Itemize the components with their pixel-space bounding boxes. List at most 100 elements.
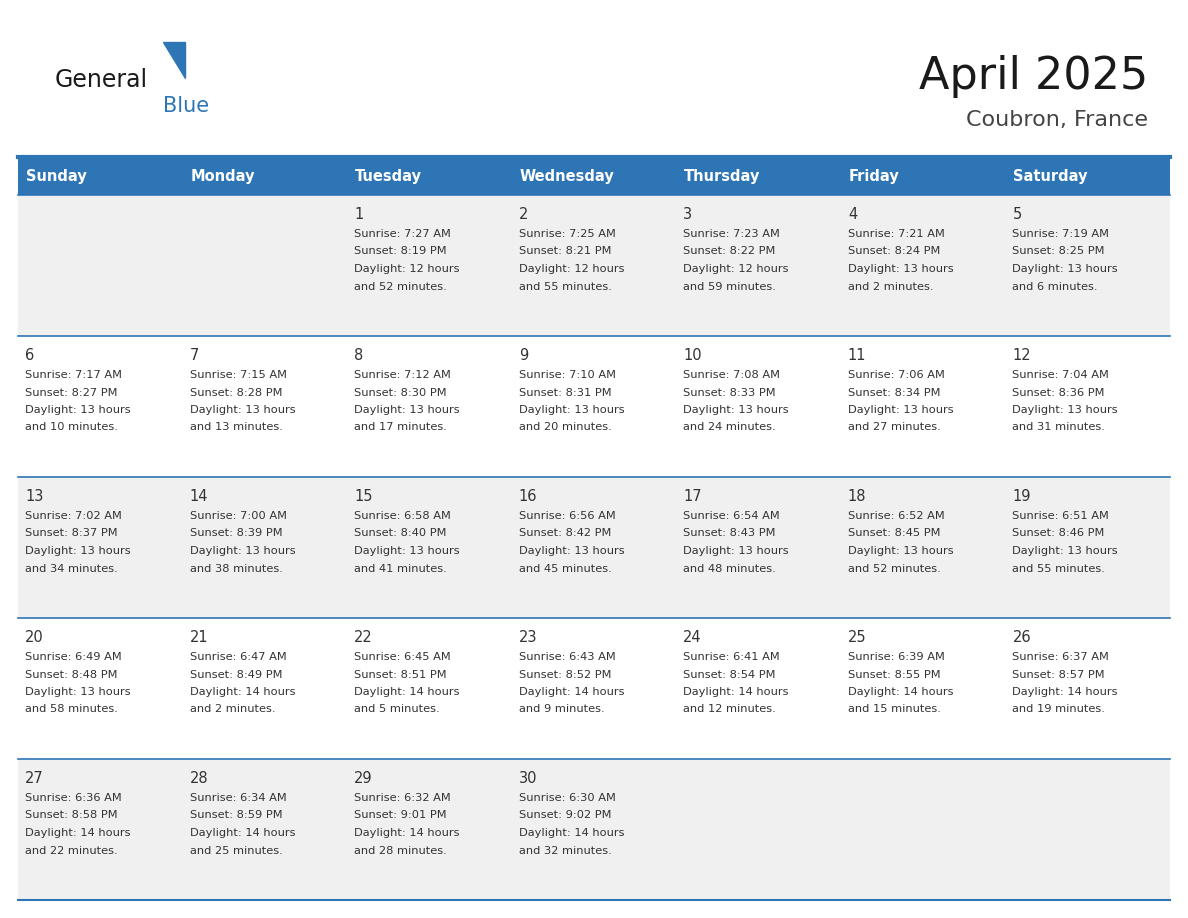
Text: Saturday: Saturday xyxy=(1013,169,1088,184)
Bar xyxy=(512,759,676,900)
Text: Sunset: 8:40 PM: Sunset: 8:40 PM xyxy=(354,529,447,539)
Text: Sunrise: 6:37 AM: Sunrise: 6:37 AM xyxy=(1012,652,1110,662)
Bar xyxy=(183,336,347,477)
Bar xyxy=(841,759,1005,900)
Text: Sunset: 8:51 PM: Sunset: 8:51 PM xyxy=(354,669,447,679)
Text: 28: 28 xyxy=(190,771,208,786)
Bar xyxy=(18,477,183,618)
Text: 22: 22 xyxy=(354,630,373,645)
Text: and 38 minutes.: and 38 minutes. xyxy=(190,564,283,574)
Text: Sunrise: 7:12 AM: Sunrise: 7:12 AM xyxy=(354,370,451,380)
Text: Sunset: 8:48 PM: Sunset: 8:48 PM xyxy=(25,669,118,679)
Text: Sunrise: 6:56 AM: Sunrise: 6:56 AM xyxy=(519,511,615,521)
Bar xyxy=(18,157,183,195)
Bar xyxy=(183,477,347,618)
Text: Sunrise: 6:43 AM: Sunrise: 6:43 AM xyxy=(519,652,615,662)
Text: Sunrise: 7:27 AM: Sunrise: 7:27 AM xyxy=(354,229,451,239)
Text: 17: 17 xyxy=(683,489,702,504)
Text: 16: 16 xyxy=(519,489,537,504)
Text: Daylight: 12 hours: Daylight: 12 hours xyxy=(683,264,789,274)
Bar xyxy=(18,195,183,336)
Text: and 48 minutes.: and 48 minutes. xyxy=(683,564,776,574)
Text: Sunset: 8:36 PM: Sunset: 8:36 PM xyxy=(1012,387,1105,397)
Text: and 13 minutes.: and 13 minutes. xyxy=(190,422,283,432)
Bar xyxy=(841,477,1005,618)
Text: Sunset: 8:30 PM: Sunset: 8:30 PM xyxy=(354,387,447,397)
Text: Daylight: 14 hours: Daylight: 14 hours xyxy=(354,687,460,697)
Text: Daylight: 13 hours: Daylight: 13 hours xyxy=(848,264,954,274)
Text: Daylight: 13 hours: Daylight: 13 hours xyxy=(25,405,131,415)
Text: Coubron, France: Coubron, France xyxy=(966,110,1148,130)
Text: Sunrise: 7:19 AM: Sunrise: 7:19 AM xyxy=(1012,229,1110,239)
Text: and 58 minutes.: and 58 minutes. xyxy=(25,704,118,714)
Text: Sunset: 8:46 PM: Sunset: 8:46 PM xyxy=(1012,529,1105,539)
Text: and 10 minutes.: and 10 minutes. xyxy=(25,422,118,432)
Text: Sunset: 8:55 PM: Sunset: 8:55 PM xyxy=(848,669,941,679)
Text: 12: 12 xyxy=(1012,348,1031,363)
Text: Sunrise: 7:06 AM: Sunrise: 7:06 AM xyxy=(848,370,944,380)
Text: 15: 15 xyxy=(354,489,373,504)
Bar xyxy=(512,195,676,336)
Bar xyxy=(347,336,512,477)
Bar xyxy=(1005,759,1170,900)
Text: 27: 27 xyxy=(25,771,44,786)
Text: 21: 21 xyxy=(190,630,208,645)
Text: Daylight: 13 hours: Daylight: 13 hours xyxy=(190,405,295,415)
Text: Daylight: 13 hours: Daylight: 13 hours xyxy=(683,546,789,556)
Text: Sunrise: 6:52 AM: Sunrise: 6:52 AM xyxy=(848,511,944,521)
Bar xyxy=(18,618,183,759)
Bar xyxy=(512,618,676,759)
Bar xyxy=(1005,157,1170,195)
Bar xyxy=(676,157,841,195)
Bar xyxy=(1005,336,1170,477)
Bar xyxy=(183,157,347,195)
Text: Daylight: 14 hours: Daylight: 14 hours xyxy=(354,828,460,838)
Text: 1: 1 xyxy=(354,207,364,222)
Bar xyxy=(183,759,347,900)
Text: and 22 minutes.: and 22 minutes. xyxy=(25,845,118,856)
Text: Daylight: 13 hours: Daylight: 13 hours xyxy=(848,405,954,415)
Polygon shape xyxy=(163,42,185,78)
Text: Sunset: 8:59 PM: Sunset: 8:59 PM xyxy=(190,811,283,821)
Text: 13: 13 xyxy=(25,489,44,504)
Text: Sunrise: 7:25 AM: Sunrise: 7:25 AM xyxy=(519,229,615,239)
Text: Sunset: 8:37 PM: Sunset: 8:37 PM xyxy=(25,529,118,539)
Text: Sunrise: 6:54 AM: Sunrise: 6:54 AM xyxy=(683,511,781,521)
Text: and 52 minutes.: and 52 minutes. xyxy=(848,564,941,574)
Text: 19: 19 xyxy=(1012,489,1031,504)
Text: Sunrise: 6:36 AM: Sunrise: 6:36 AM xyxy=(25,793,121,803)
Text: 18: 18 xyxy=(848,489,866,504)
Text: and 55 minutes.: and 55 minutes. xyxy=(1012,564,1105,574)
Bar xyxy=(676,477,841,618)
Text: Daylight: 13 hours: Daylight: 13 hours xyxy=(190,546,295,556)
Text: Daylight: 13 hours: Daylight: 13 hours xyxy=(1012,405,1118,415)
Text: and 52 minutes.: and 52 minutes. xyxy=(354,282,447,292)
Bar xyxy=(676,336,841,477)
Text: 29: 29 xyxy=(354,771,373,786)
Text: Sunrise: 7:00 AM: Sunrise: 7:00 AM xyxy=(190,511,286,521)
Text: Daylight: 13 hours: Daylight: 13 hours xyxy=(354,405,460,415)
Text: Sunset: 8:49 PM: Sunset: 8:49 PM xyxy=(190,669,282,679)
Text: Daylight: 14 hours: Daylight: 14 hours xyxy=(25,828,131,838)
Text: Daylight: 14 hours: Daylight: 14 hours xyxy=(190,828,295,838)
Text: 6: 6 xyxy=(25,348,34,363)
Text: Daylight: 13 hours: Daylight: 13 hours xyxy=(848,546,954,556)
Text: and 34 minutes.: and 34 minutes. xyxy=(25,564,118,574)
Text: 11: 11 xyxy=(848,348,866,363)
Bar xyxy=(676,618,841,759)
Text: Sunset: 8:57 PM: Sunset: 8:57 PM xyxy=(1012,669,1105,679)
Text: Sunset: 8:43 PM: Sunset: 8:43 PM xyxy=(683,529,776,539)
Text: Sunrise: 6:39 AM: Sunrise: 6:39 AM xyxy=(848,652,944,662)
Text: and 41 minutes.: and 41 minutes. xyxy=(354,564,447,574)
Text: and 55 minutes.: and 55 minutes. xyxy=(519,282,612,292)
Text: Sunset: 8:54 PM: Sunset: 8:54 PM xyxy=(683,669,776,679)
Bar xyxy=(18,336,183,477)
Bar xyxy=(841,157,1005,195)
Text: Monday: Monday xyxy=(190,169,255,184)
Text: and 20 minutes.: and 20 minutes. xyxy=(519,422,612,432)
Text: Sunset: 8:52 PM: Sunset: 8:52 PM xyxy=(519,669,611,679)
Text: and 17 minutes.: and 17 minutes. xyxy=(354,422,447,432)
Text: Daylight: 14 hours: Daylight: 14 hours xyxy=(519,687,624,697)
Text: Daylight: 14 hours: Daylight: 14 hours xyxy=(1012,687,1118,697)
Bar xyxy=(512,336,676,477)
